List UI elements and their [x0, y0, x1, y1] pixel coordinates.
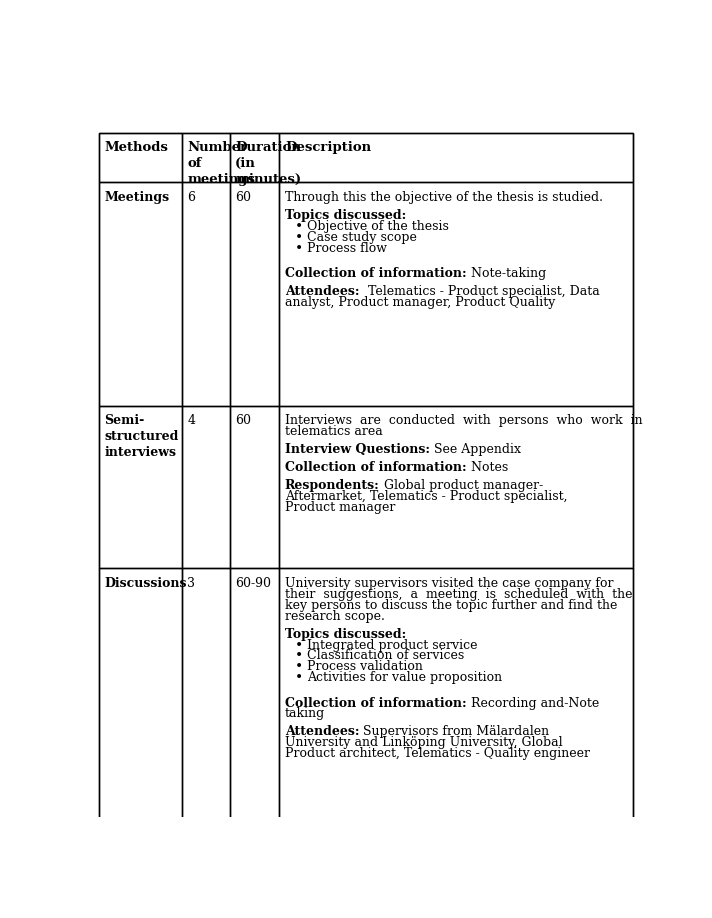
Text: Duration
(in
minutes): Duration (in minutes): [235, 141, 301, 186]
Text: Interviews  are  conducted  with  persons  who  work  in: Interviews are conducted with persons wh…: [285, 414, 642, 427]
Bar: [182, 406, 230, 568]
Text: Discussions: Discussions: [105, 577, 187, 589]
Text: their  suggestions,  a  meeting  is  scheduled  with  the: their suggestions, a meeting is schedule…: [285, 588, 632, 600]
Text: Attendees:: Attendees:: [285, 725, 360, 738]
Text: Case study scope: Case study scope: [307, 230, 417, 243]
Text: 6: 6: [187, 191, 195, 204]
Bar: [230, 568, 279, 844]
Bar: [279, 568, 632, 844]
Bar: [182, 183, 230, 406]
Bar: [182, 568, 230, 844]
Text: •: •: [295, 241, 303, 255]
Text: key persons to discuss the topic further and find the: key persons to discuss the topic further…: [285, 599, 617, 611]
Text: Activities for value proposition: Activities for value proposition: [307, 671, 502, 685]
Text: Collection of information:: Collection of information:: [285, 697, 466, 710]
Text: Through this the objective of the thesis is studied.: Through this the objective of the thesis…: [285, 191, 603, 204]
Text: Recording and-Note: Recording and-Note: [466, 697, 599, 710]
Bar: [182, 133, 230, 183]
Bar: [99, 133, 182, 183]
Text: University supervisors visited the case company for: University supervisors visited the case …: [285, 577, 614, 589]
Text: •: •: [295, 230, 303, 245]
Text: Classification of services: Classification of services: [307, 650, 464, 663]
Text: analyst, Product manager, Product Quality: analyst, Product manager, Product Qualit…: [285, 296, 555, 308]
Text: Integrated product service: Integrated product service: [307, 639, 478, 652]
Bar: [230, 406, 279, 568]
Bar: [99, 183, 182, 406]
Text: •: •: [295, 660, 303, 675]
Text: Collection of information:: Collection of information:: [285, 267, 466, 280]
Text: Respondents:: Respondents:: [285, 479, 379, 492]
Bar: [99, 406, 182, 568]
Bar: [230, 133, 279, 183]
Text: •: •: [295, 671, 303, 686]
Text: telematics area: telematics area: [285, 425, 382, 438]
Text: Global product manager-: Global product manager-: [379, 479, 543, 492]
Text: Product architect, Telematics - Quality engineer: Product architect, Telematics - Quality …: [285, 747, 590, 760]
Bar: [279, 133, 632, 183]
Text: Note-taking: Note-taking: [466, 267, 546, 280]
Text: taking: taking: [285, 708, 325, 721]
Text: •: •: [295, 650, 303, 664]
Text: Interview Questions:: Interview Questions:: [285, 443, 430, 456]
Text: 60-90: 60-90: [235, 577, 271, 589]
Text: Process validation: Process validation: [307, 660, 423, 674]
Text: Attendees:: Attendees:: [285, 285, 364, 297]
Text: •: •: [295, 219, 303, 234]
Text: Meetings: Meetings: [105, 191, 169, 204]
Text: University and Linköping University, Global: University and Linköping University, Glo…: [285, 736, 562, 749]
Text: Topics discussed:: Topics discussed:: [285, 208, 406, 222]
Bar: [99, 568, 182, 844]
Text: Methods: Methods: [105, 141, 168, 154]
Text: Notes: Notes: [466, 461, 508, 474]
Text: 60: 60: [235, 191, 251, 204]
Text: Number
of
meetings: Number of meetings: [187, 141, 255, 186]
Text: •: •: [295, 639, 303, 653]
Text: research scope.: research scope.: [285, 610, 384, 622]
Text: Product manager: Product manager: [285, 501, 395, 514]
Text: Semi-
structured
interviews: Semi- structured interviews: [105, 414, 179, 459]
Text: 3: 3: [187, 577, 195, 589]
Text: Process flow: Process flow: [307, 241, 387, 254]
Text: 4: 4: [187, 414, 195, 427]
Bar: [230, 183, 279, 406]
Text: Description: Description: [285, 141, 371, 154]
Bar: [279, 183, 632, 406]
Bar: [279, 406, 632, 568]
Text: Aftermarket, Telematics - Product specialist,: Aftermarket, Telematics - Product specia…: [285, 490, 567, 503]
Text: See Appendix: See Appendix: [430, 443, 521, 456]
Text: 60: 60: [235, 414, 251, 427]
Text: Telematics - Product specialist, Data: Telematics - Product specialist, Data: [364, 285, 600, 297]
Text: Supervisors from Mälardalen: Supervisors from Mälardalen: [360, 725, 550, 738]
Text: Collection of information:: Collection of information:: [285, 461, 466, 474]
Text: Objective of the thesis: Objective of the thesis: [307, 219, 449, 233]
Text: Topics discussed:: Topics discussed:: [285, 628, 406, 641]
